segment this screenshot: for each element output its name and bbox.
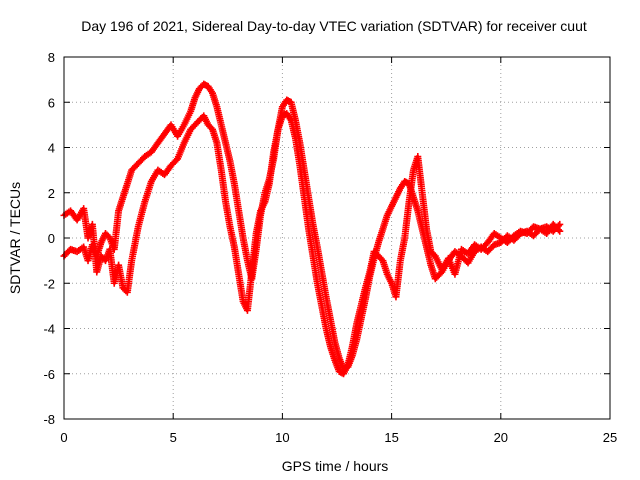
data-points — [60, 80, 564, 378]
x-tick-label: 15 — [384, 430, 398, 445]
y-tick-label: 2 — [48, 186, 55, 201]
data-point-marker — [556, 227, 564, 235]
series-trace-b — [60, 110, 564, 378]
x-axis-ticks: 0 5 10 15 20 25 — [60, 57, 617, 445]
x-tick-label: 20 — [494, 430, 508, 445]
data-point-marker — [556, 220, 564, 228]
x-axis-title: GPS time / hours — [282, 458, 389, 474]
chart-title: Day 196 of 2021, Sidereal Day-to-day VTE… — [81, 18, 587, 34]
x-tick-label: 0 — [60, 430, 67, 445]
y-tick-label: 0 — [48, 231, 55, 246]
y-tick-label: -4 — [43, 322, 55, 337]
y-tick-label: 8 — [48, 50, 55, 65]
x-tick-label: 5 — [170, 430, 177, 445]
x-tick-label: 10 — [275, 430, 289, 445]
y-tick-label: -2 — [43, 276, 55, 291]
y-tick-label: -6 — [43, 367, 55, 382]
y-axis-title: SDTVAR / TECUs — [7, 182, 23, 294]
series-trace-a — [60, 80, 564, 373]
y-axis-ticks: -8 -6 -4 -2 0 2 4 6 8 — [43, 50, 610, 427]
data-point-marker — [554, 226, 562, 234]
y-tick-label: 6 — [48, 95, 55, 110]
x-tick-label: 25 — [603, 430, 617, 445]
y-tick-label: -8 — [43, 412, 55, 427]
y-tick-label: 4 — [48, 141, 55, 156]
